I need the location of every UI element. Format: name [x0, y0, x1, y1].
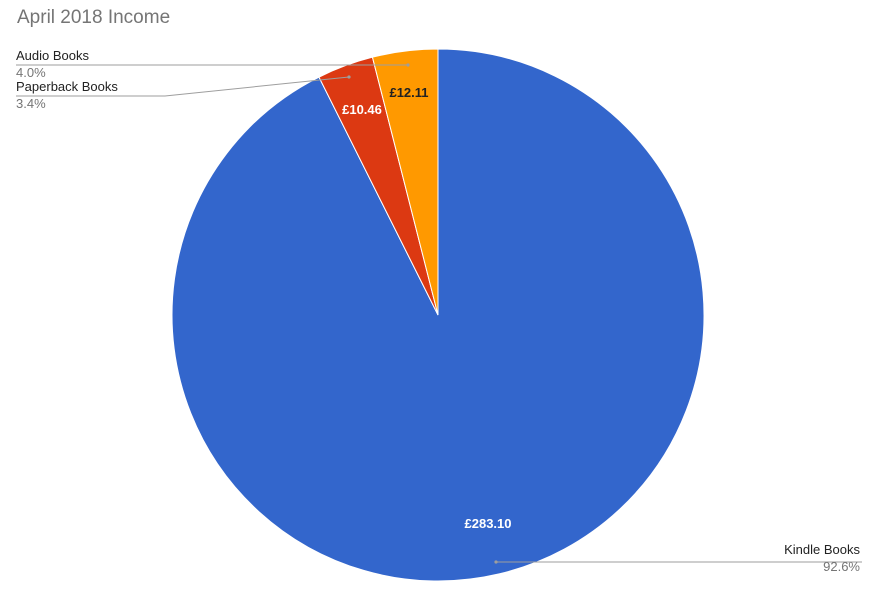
- leader-line-paperback-books: [16, 76, 350, 97]
- slice-percent-paperback-books: 3.4%: [16, 96, 46, 111]
- value-label-kindle-books: £283.10: [465, 516, 512, 531]
- value-label-audio-books: £12.11: [389, 85, 428, 100]
- slice-percent-kindle-books: 92.6%: [823, 559, 860, 574]
- chart-title: April 2018 Income: [17, 7, 171, 28]
- leader-dot-kindle-books: [494, 560, 498, 564]
- value-label-paperback-books: £10.46: [342, 102, 382, 117]
- slice-percent-audio-books: 4.0%: [16, 65, 46, 80]
- slice-name-kindle-books: Kindle Books: [784, 542, 860, 557]
- pie-slice-audio-books: [371, 48, 439, 316]
- slice-name-paperback-books: Paperback Books: [16, 79, 118, 94]
- leader-dot-paperback-books: [347, 75, 351, 79]
- slice-name-audio-books: Audio Books: [16, 48, 89, 63]
- leader-dot-audio-books: [406, 63, 410, 67]
